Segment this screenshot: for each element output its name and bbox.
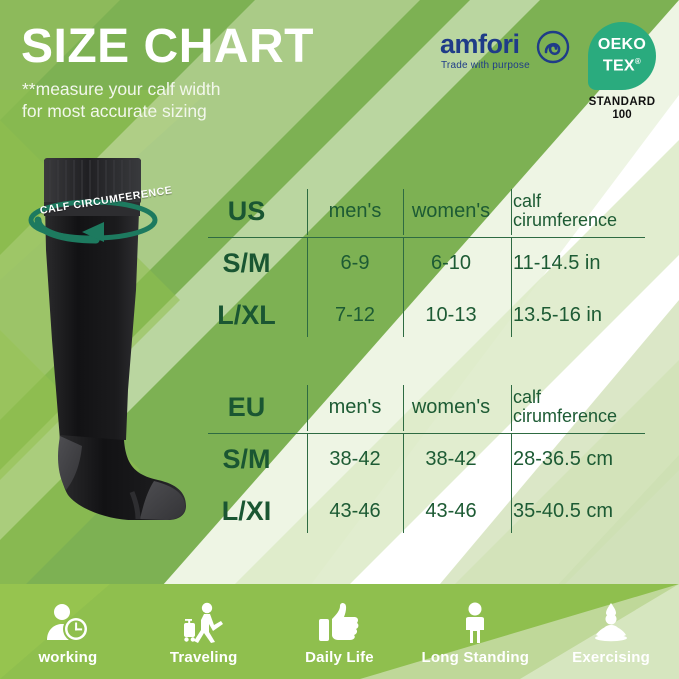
header-rule (208, 433, 645, 435)
oeko-line-2: TEX® (603, 53, 641, 75)
column-divider (403, 385, 405, 431)
cell-mens: 43-46 (329, 499, 381, 522)
oeko-tex-badge: OEKO TEX® (588, 22, 656, 90)
oeko-tex-logo: OEKO TEX® STANDARD 100 (585, 22, 659, 127)
registered-mark: ® (634, 56, 642, 66)
cell-mens: 7-12 (334, 303, 376, 326)
header-womens: women's (411, 199, 491, 222)
header-region-us: US (227, 195, 266, 226)
cell-mens: 38-42 (329, 447, 381, 470)
header-calf-line-1: calf (513, 387, 542, 407)
poster-header: SIZE CHART **measure your calf width for… (0, 0, 679, 150)
column-divider (403, 189, 405, 235)
sock-illustration (28, 158, 187, 520)
amfori-wordmark: amfori (440, 29, 520, 59)
cell-calf: 28-36.5 cm (513, 447, 614, 470)
column-divider (307, 237, 309, 337)
cell-womens: 10-13 (425, 303, 477, 326)
cell-womens: 43-46 (425, 499, 477, 522)
feature-label: Traveling (169, 649, 238, 666)
column-divider (307, 189, 309, 235)
header-calf-circumference: calf cirumference (499, 388, 639, 426)
column-divider (403, 237, 405, 337)
cell-size: S/M (222, 443, 271, 474)
size-table-eu: EU men's women's calf cirumference S/M 3… (200, 381, 650, 537)
cell-womens: 38-42 (425, 447, 477, 470)
oeko-standard-label: STANDARD (588, 96, 656, 108)
column-divider (307, 433, 309, 533)
header-calf-line-1: calf (513, 191, 542, 211)
header-rule (208, 237, 645, 239)
table-row: L/XI 43-46 43-46 35-40.5 cm (200, 485, 650, 537)
traveler-luggage-icon (180, 602, 228, 644)
thumbs-up-icon (316, 602, 362, 644)
amfori-spiral-icon (536, 30, 570, 64)
cell-womens: 6-10 (430, 251, 472, 274)
cell-mens: 6-9 (340, 251, 370, 274)
cell-size: S/M (222, 247, 271, 278)
page-title: SIZE CHART (21, 20, 314, 73)
person-clock-icon (43, 602, 93, 644)
feature-traveling: Traveling (136, 602, 272, 679)
table-row: S/M 6-9 6-10 11-14.5 in (200, 237, 650, 289)
column-divider (307, 385, 309, 431)
amfori-logo: amfori Trade with purpose (440, 30, 572, 76)
column-divider (511, 189, 513, 235)
header-calf-circumference: calf cirumference (499, 192, 639, 230)
yoga-person-icon (588, 602, 634, 644)
header-calf-line-2: cirumference (513, 210, 618, 230)
cell-calf: 13.5-16 in (513, 303, 602, 326)
column-divider (511, 237, 513, 337)
feature-bar: working Traveling (0, 584, 679, 679)
cell-calf: 11-14.5 in (513, 251, 601, 274)
oeko-standard-number: 100 (612, 109, 632, 121)
feature-long-standing: Long Standing (407, 602, 543, 679)
column-divider (511, 385, 513, 431)
circumference-arrow-icon (28, 199, 158, 244)
column-divider (511, 433, 513, 533)
table-header-row: US men's women's calf cirumference (200, 185, 650, 237)
page-subtitle: **measure your calf width for most accur… (22, 78, 322, 122)
table-row: S/M 38-42 38-42 28-36.5 cm (200, 433, 650, 485)
header-calf-line-2: cirumference (513, 406, 618, 426)
size-table-us: US men's women's calf cirumference S/M 6… (200, 185, 650, 341)
header-region-eu: EU (227, 391, 266, 422)
feature-label: Long Standing (421, 649, 530, 666)
subtitle-line-2: for most accurate sizing (22, 101, 207, 121)
header-mens: men's (328, 199, 382, 222)
cell-calf: 35-40.5 cm (513, 499, 614, 522)
header-womens: women's (411, 395, 491, 418)
cell-size: L/XI (221, 495, 272, 526)
amfori-tagline: Trade with purpose (441, 60, 530, 71)
header-mens: men's (328, 395, 382, 418)
column-divider (403, 433, 405, 533)
feature-exercising: Exercising (543, 602, 679, 679)
feature-label: Exercising (572, 649, 651, 666)
feature-label: working (38, 649, 98, 666)
oeko-line-1: OEKO (597, 35, 647, 53)
table-row: L/XL 7-12 10-13 13.5-16 in (200, 289, 650, 341)
oeko-tex-text: TEX (602, 57, 635, 75)
cell-size: L/XL (217, 299, 276, 330)
feature-daily-life: Daily Life (272, 602, 408, 679)
table-header-row: EU men's women's calf cirumference (200, 381, 650, 433)
feature-label: Daily Life (305, 649, 374, 666)
feature-working: working (0, 602, 136, 679)
standing-person-icon (458, 602, 492, 644)
subtitle-line-1: **measure your calf width (22, 79, 221, 99)
